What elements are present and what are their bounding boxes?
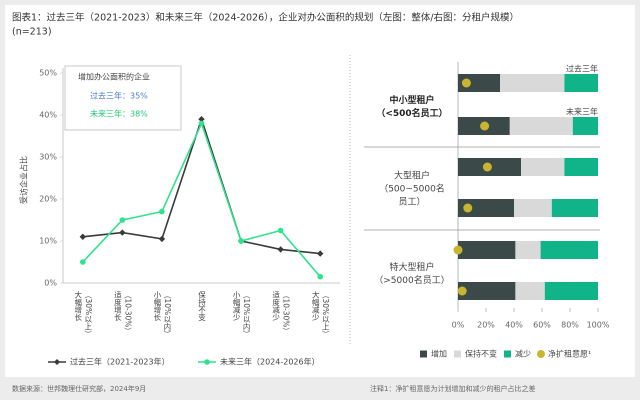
legend-label: 净扩租意愿¹ xyxy=(548,349,591,359)
x-tick-label: （30%以上） xyxy=(84,291,93,338)
bar-label: 过去三年 xyxy=(566,64,598,74)
bar-segment xyxy=(514,199,552,217)
legend-label: 增加 xyxy=(431,349,447,359)
point xyxy=(238,238,244,244)
legend-swatch xyxy=(454,350,461,358)
point xyxy=(79,233,86,240)
bar-segment xyxy=(540,241,598,259)
bar-segment xyxy=(515,241,541,259)
y-tick-label: 50% xyxy=(39,69,57,78)
bar-segment xyxy=(500,74,565,92)
y-tick-label: 10% xyxy=(39,237,57,246)
point xyxy=(159,208,165,215)
x-tick-label: （10-30%） xyxy=(281,291,290,335)
bar-label: 未来三年 xyxy=(566,107,598,117)
net-dot xyxy=(457,286,467,296)
bar-segment xyxy=(458,199,514,217)
group-label: 大型租户 xyxy=(394,170,430,182)
bar-segment xyxy=(515,282,545,300)
point xyxy=(119,229,126,236)
bar-segment xyxy=(564,74,598,92)
net-dot xyxy=(463,203,473,213)
group-label: 员工） xyxy=(398,197,425,208)
y-tick-label: 20% xyxy=(39,195,57,204)
legend-marker xyxy=(204,359,210,365)
x-tick-label: 60% xyxy=(533,321,551,330)
group-label: （<500名员工） xyxy=(376,107,447,119)
x-tick-label: 0% xyxy=(452,321,465,330)
y-tick-label: 30% xyxy=(39,153,57,162)
x-tick-label: 适度减少 xyxy=(271,290,280,321)
x-tick-label: 保持不变 xyxy=(197,291,206,323)
group-label: 特大型租户 xyxy=(389,261,434,273)
source: 数据来源：世邦魏理仕研究部，2024年9月 xyxy=(12,384,146,393)
point xyxy=(277,246,284,253)
net-dot xyxy=(453,245,463,255)
point xyxy=(79,259,86,265)
bar-segment xyxy=(458,74,500,92)
group-label: （>5000名员工） xyxy=(374,274,449,286)
x-tick-label: 40% xyxy=(505,321,523,330)
x-tick-label: 大幅增长 xyxy=(74,290,83,323)
point xyxy=(277,227,284,234)
net-dot xyxy=(461,78,471,88)
point xyxy=(198,116,205,123)
page-subtitle: (n=213) xyxy=(12,27,52,38)
y-tick-label: 40% xyxy=(39,111,57,120)
x-tick-label: 100% xyxy=(587,321,610,330)
legend-marker xyxy=(54,359,60,365)
legend-dot xyxy=(537,350,545,358)
legend-label: 减少 xyxy=(515,349,531,359)
annotation-title: 增加办公面积的企业 xyxy=(78,72,150,82)
legend-label: 过去三年（2021-2023年） xyxy=(70,357,170,367)
net-dot xyxy=(480,121,490,131)
point xyxy=(198,120,205,127)
bar-segment xyxy=(544,282,598,300)
y-axis-label: 受访企业占比 xyxy=(19,156,29,204)
x-tick-label: 小幅减少 xyxy=(232,291,241,321)
y-tick-label: 0% xyxy=(44,279,57,288)
bar-segment xyxy=(551,199,598,217)
legend-label: 保持不变 xyxy=(465,349,497,359)
x-tick-label: 适度增长 xyxy=(113,290,122,323)
point xyxy=(317,250,324,257)
x-tick-label: （30%以上） xyxy=(321,291,330,338)
x-tick-label: （10%以内） xyxy=(163,291,172,338)
x-tick-label: 20% xyxy=(477,321,495,330)
x-tick-label: 小幅增长 xyxy=(153,291,162,323)
point xyxy=(317,273,324,280)
bar-segment xyxy=(458,282,516,300)
x-tick-label: （10%以内） xyxy=(242,291,251,338)
annotation-line: 未来三年：38% xyxy=(90,109,148,119)
x-tick-label: 大幅减少 xyxy=(311,290,320,321)
group-label: （500~5000名 xyxy=(379,183,445,195)
bar-segment xyxy=(564,158,598,176)
group-label: 中小型租户 xyxy=(389,94,434,106)
point xyxy=(119,217,126,223)
legend-swatch xyxy=(420,350,427,358)
annotation-line: 过去三年：35% xyxy=(90,91,148,101)
note: 注释1：净扩租意愿为计划增加和减少的租户占比之差 xyxy=(370,384,535,393)
bar-segment xyxy=(509,117,573,135)
page-title: 图表1：过去三年（2021-2023）和未来三年（2024-2026），企业对办… xyxy=(12,12,519,24)
point xyxy=(158,235,166,243)
x-tick-label: 80% xyxy=(561,321,579,330)
bar-segment xyxy=(521,158,565,176)
bar-segment xyxy=(458,241,516,259)
x-tick-label: （10-30%） xyxy=(123,291,132,335)
net-dot xyxy=(482,162,492,172)
legend-label: 未来三年（2024-2026年） xyxy=(220,357,320,367)
bar-segment xyxy=(572,117,598,135)
annotation-box xyxy=(64,65,182,131)
legend-swatch xyxy=(504,350,511,358)
